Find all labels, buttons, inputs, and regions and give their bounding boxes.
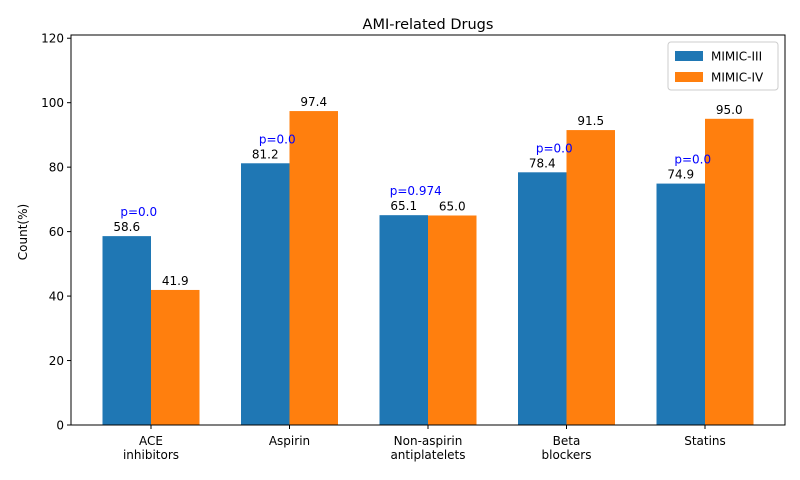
legend-swatch [675,51,703,61]
x-tick-label: blockers [542,448,592,462]
y-tick-label: 120 [41,32,64,46]
x-tick-label: Beta [553,434,581,448]
p-value-annotation: p=0.0 [259,132,296,146]
bar-mimic-iii [518,172,567,425]
legend: MIMIC-III MIMIC-IV [667,41,779,91]
bar-value-label: 95.0 [716,103,743,117]
bar-value-label: 81.2 [252,147,279,161]
bar-value-label: 91.5 [577,114,604,128]
y-tick-label: 40 [49,290,64,304]
bar-mimic-iii [102,236,151,425]
bar-mimic-iii [379,215,428,425]
bar-mimic-iv [151,289,200,425]
y-tick-label: 20 [49,354,64,368]
x-tick-label: antiplatelets [390,448,465,462]
bar-value-label: 97.4 [300,95,327,109]
bar-mimic-iv [428,215,477,425]
bar-mimic-iv [705,118,754,426]
bar-value-label: 65.0 [439,199,466,213]
plot-area: 0 20 40 60 80 100 120 58.6 41.9 p=0.0 ACEinhibitor… [41,32,754,462]
bar-mimic-iv [566,130,615,425]
chart-title: AMI-related Drugs [363,17,494,33]
p-value-annotation: p=0.0 [536,141,573,155]
plot-frame [70,34,786,426]
x-tick-label: Non-aspirin [394,434,463,448]
x-tick-label: inhibitors [123,448,179,462]
bar-value-label: 65.1 [390,199,417,213]
x-tick-label: Statins [684,434,726,448]
bar-mimic-iv [289,111,338,426]
legend-entry: MIMIC-IV [711,71,764,85]
y-axis-label: Count(%) [16,204,30,260]
p-value-annotation: p=0.0 [120,205,157,219]
bar-mimic-iii [656,183,705,425]
legend-swatch [675,72,703,82]
bar-value-label: 41.9 [162,274,189,288]
y-tick-label: 80 [49,161,64,175]
x-tick-label: ACE [139,434,163,448]
y-tick-label: 60 [49,225,64,239]
bar-value-label: 58.6 [113,220,140,234]
x-tick-label: Aspirin [269,434,310,448]
p-value-annotation: p=0.974 [390,184,442,198]
bar-value-label: 74.9 [667,168,694,182]
legend-entry: MIMIC-III [711,50,762,64]
bar-mimic-iii [241,163,290,425]
p-value-annotation: p=0.0 [674,153,711,167]
y-tick-label: 0 [56,419,64,433]
bar-value-label: 78.4 [529,156,556,170]
y-tick-label: 100 [41,96,64,110]
